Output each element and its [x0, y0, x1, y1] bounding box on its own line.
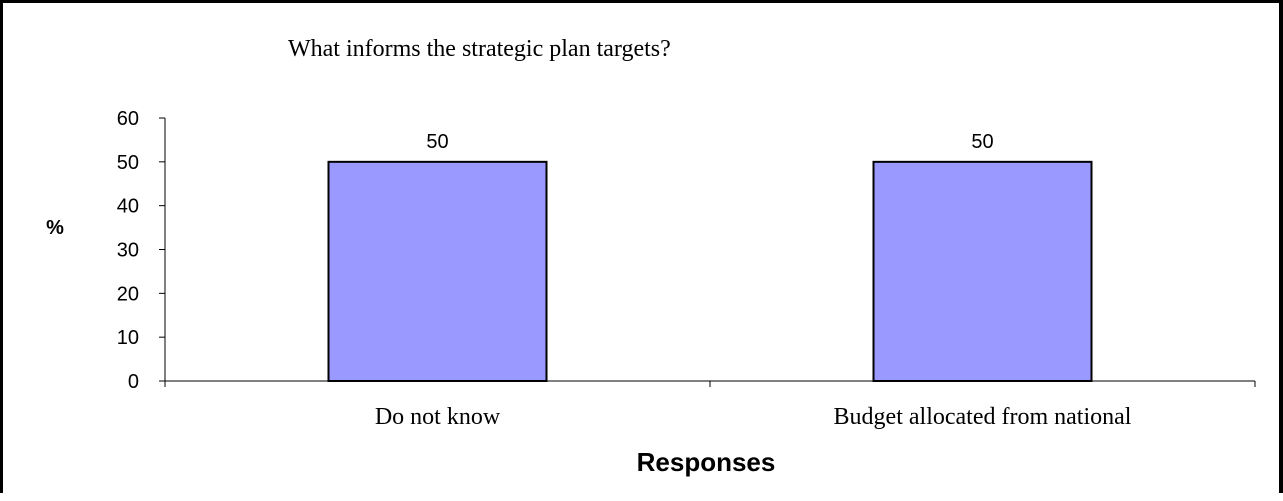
plot-area: 50 Do not know 50 Budget allocated from nat…: [117, 108, 1256, 430]
bar: [327, 160, 548, 382]
x-axis-label: Responses: [637, 447, 776, 477]
x-tick-label: Do not know: [375, 404, 501, 430]
y-tick-label: 10: [117, 327, 139, 349]
y-tick-label: 40: [117, 196, 139, 218]
data-label: 50: [426, 131, 448, 153]
data-label: 50: [971, 131, 993, 153]
bar: [872, 160, 1093, 382]
x-tick-label: Budget allocated from national: [834, 404, 1132, 430]
y-tick-label: 0: [128, 371, 139, 393]
y-axis-label: %: [46, 217, 64, 239]
chart-title: What informs the strategic plan targets?: [288, 36, 671, 62]
y-tick-label: 60: [117, 108, 139, 130]
y-tick-label: 50: [117, 152, 139, 174]
y-tick-label: 30: [117, 240, 139, 262]
bar-chart: What informs the strategic plan targets?…: [46, 36, 1256, 477]
y-tick-label: 20: [117, 283, 139, 305]
